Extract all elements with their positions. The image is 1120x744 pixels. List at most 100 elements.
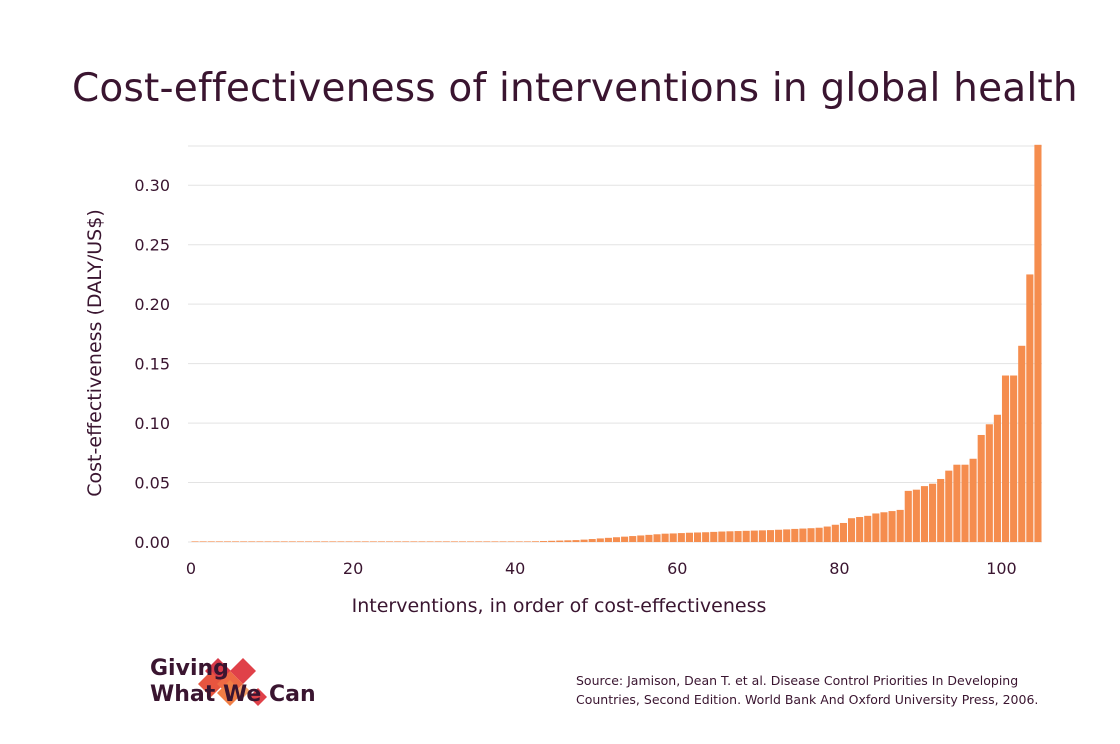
bar	[329, 541, 337, 542]
bar	[864, 515, 872, 542]
bar	[288, 541, 296, 542]
bar	[742, 530, 750, 542]
logo-diamond-3	[198, 671, 224, 697]
bar	[369, 541, 377, 542]
bar	[677, 533, 685, 542]
bar	[410, 541, 418, 542]
bar	[702, 532, 710, 542]
bar	[450, 541, 458, 542]
bar	[304, 541, 313, 542]
bar	[361, 541, 369, 542]
bar	[888, 511, 896, 542]
bar	[207, 541, 215, 542]
source-note: Source: Jamison, Dean T. et al. Disease …	[576, 671, 1076, 709]
bar	[264, 541, 272, 542]
bar	[377, 541, 386, 542]
x-tick-label: 40	[505, 559, 525, 578]
brand-name: Giving What We Can	[150, 656, 316, 708]
bar	[434, 541, 442, 542]
bar	[847, 518, 856, 542]
source-line-1: Source: Jamison, Dean T. et al. Disease …	[576, 673, 1019, 688]
y-axis-ticks: 0.00 0.05 0.10 0.15 0.20 0.25 0.30	[134, 176, 170, 552]
chart: 0.00 0.05 0.10 0.15 0.20 0.25 0.30 0 20 40 60 80 10…	[84, 144, 1042, 617]
bar	[612, 537, 621, 542]
bar	[904, 490, 912, 542]
bar	[386, 541, 394, 542]
bar	[475, 541, 483, 542]
bar	[912, 489, 920, 542]
bar	[604, 537, 612, 542]
x-tick-label: 60	[667, 559, 687, 578]
y-tick-label: 0.10	[134, 414, 170, 433]
x-tick-label: 0	[186, 559, 196, 578]
bar	[215, 541, 223, 542]
bar	[507, 541, 515, 542]
bar	[515, 541, 523, 542]
source-line-2: Countries, Second Edition. World Bank An…	[576, 692, 1039, 707]
bar	[531, 541, 540, 542]
bar	[929, 483, 937, 542]
bar	[556, 540, 564, 542]
bar	[223, 541, 232, 542]
bar	[272, 541, 280, 542]
bar	[629, 536, 637, 542]
bar	[645, 534, 653, 542]
bar	[937, 478, 945, 542]
chart-title: Cost-effectiveness of interventions in g…	[72, 66, 1078, 111]
bar	[961, 464, 969, 542]
bar	[807, 528, 815, 542]
bar	[191, 541, 199, 542]
bar	[548, 540, 556, 542]
bar	[823, 526, 831, 542]
bar	[856, 517, 864, 542]
bar	[621, 536, 629, 542]
bar	[1010, 375, 1018, 542]
bar	[766, 530, 775, 542]
bar	[985, 424, 993, 542]
bar	[653, 534, 661, 542]
bar	[523, 541, 531, 542]
bar	[499, 541, 507, 542]
bar	[920, 486, 929, 542]
bar	[572, 540, 580, 542]
bar	[256, 541, 264, 542]
bar	[458, 541, 467, 542]
brand-line-1: Giving	[150, 656, 229, 681]
bar	[442, 541, 450, 542]
bar	[775, 529, 783, 542]
bars	[191, 144, 1042, 543]
bar	[402, 541, 410, 542]
bar	[564, 540, 572, 542]
bar	[872, 513, 880, 542]
bar	[750, 530, 758, 542]
bar	[1034, 144, 1042, 543]
x-axis-label: Interventions, in order of cost-effectiv…	[352, 595, 767, 617]
gridlines	[188, 145, 1042, 543]
bar	[693, 532, 702, 542]
bar	[945, 470, 953, 542]
logo-diamond-6	[249, 688, 267, 706]
bar	[880, 512, 888, 542]
bar	[783, 529, 791, 542]
y-tick-label: 0.15	[134, 355, 170, 374]
bar	[345, 541, 353, 542]
bar	[993, 414, 1001, 542]
bar	[718, 531, 726, 542]
bar	[669, 533, 677, 542]
bar	[1018, 345, 1026, 542]
bar	[637, 535, 645, 542]
logo-diamond-5	[217, 680, 243, 706]
bar	[588, 539, 596, 542]
bar	[969, 458, 977, 542]
bar	[1026, 274, 1034, 542]
bar	[580, 539, 588, 542]
bar	[313, 541, 321, 542]
y-tick-label: 0.05	[134, 474, 170, 493]
bar	[799, 528, 807, 542]
bar	[839, 522, 847, 542]
y-axis-label: Cost-effectiveness (DALY/US$)	[84, 209, 106, 497]
bar	[280, 541, 288, 542]
y-tick-label: 0.00	[134, 533, 170, 552]
x-axis-ticks: 0 20 40 60 80 100	[186, 559, 1017, 578]
bar	[467, 541, 475, 542]
